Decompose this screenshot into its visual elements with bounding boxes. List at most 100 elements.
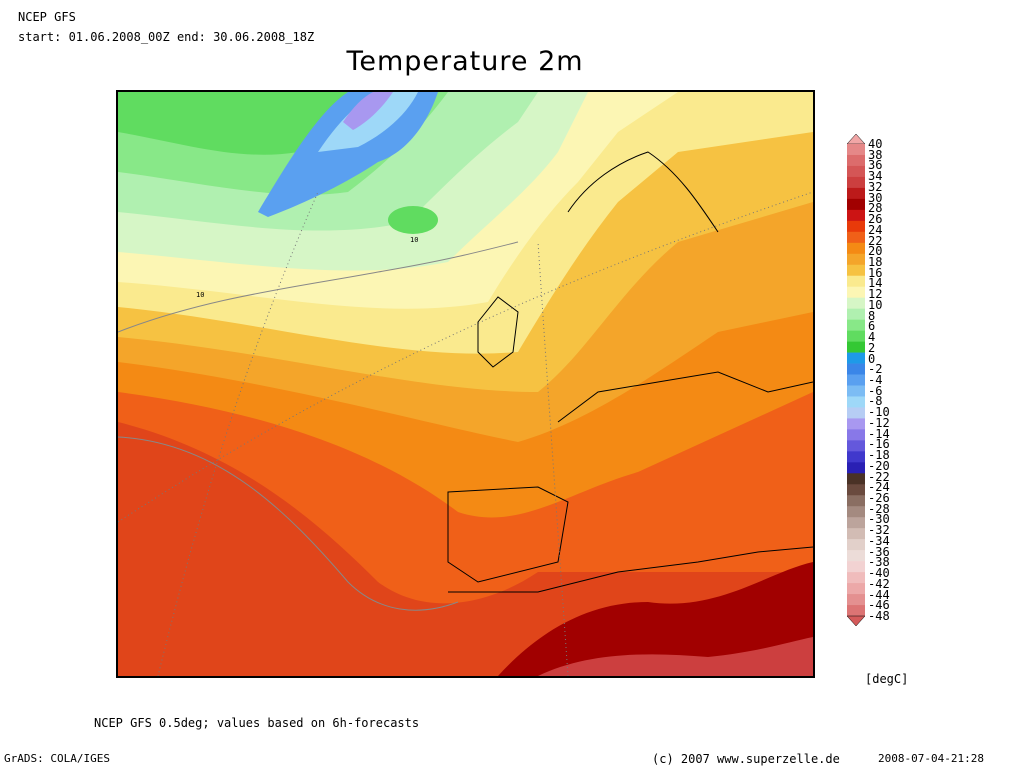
colorbar-swatch	[847, 506, 865, 518]
colorbar-tick-label: -32	[868, 523, 890, 538]
colorbar-tick-label: -18	[868, 448, 890, 463]
colorbar-tick-label: -26	[868, 491, 890, 505]
colorbar-tick-label: -20	[868, 458, 890, 473]
colorbar-tick-label: -6	[868, 383, 883, 398]
colorbar-tick-label: -14	[868, 426, 890, 441]
colorbar-swatch	[847, 253, 865, 266]
colorbar-tick-label: -4	[868, 373, 883, 387]
colorbar-swatch	[847, 572, 865, 584]
colorbar-tick-label: -38	[868, 555, 890, 570]
plot-title: Temperature 2m	[346, 46, 584, 77]
colorbar-swatch	[847, 561, 865, 573]
contour-label: 10	[196, 291, 204, 299]
iceland	[388, 206, 438, 234]
colorbar-swatch	[847, 308, 865, 320]
colorbar-top-arrow	[847, 134, 865, 145]
period-range: start: 01.06.2008_00Z end: 30.06.2008_18…	[18, 30, 315, 44]
isotherm-10	[118, 241, 519, 333]
colorbar-units: [degC]	[865, 672, 909, 686]
sahara-hotter	[538, 637, 813, 676]
colorbar-swatch	[847, 451, 865, 463]
colorbar-swatch	[847, 605, 865, 617]
colorbar-tick-label: -44	[868, 587, 890, 602]
colorbar-swatch	[847, 363, 865, 375]
colorbar-tick-label: 30	[868, 190, 883, 205]
data-note: NCEP GFS 0.5deg; values based on 6h-fore…	[94, 716, 420, 730]
colorbar-swatch	[847, 396, 865, 408]
colorbar-tick-label: -40	[868, 566, 890, 581]
colorbar-swatch	[847, 583, 865, 595]
colorbar-tick-label: 36	[868, 158, 883, 173]
temperature-map: 10 10	[116, 90, 815, 678]
colorbar-swatch	[847, 374, 865, 386]
colorbar-swatch	[847, 484, 865, 496]
colorbar-tick-label: 6	[868, 319, 876, 334]
colorbar-swatch	[847, 264, 865, 277]
colorbar-swatch	[847, 297, 865, 309]
colorbar-tick-label: 26	[868, 212, 883, 227]
colorbar-tick-label: 32	[868, 179, 883, 194]
colorbar-bottom-arrow	[847, 615, 865, 626]
colorbar-tick-label: -48	[868, 609, 890, 623]
colorbar-swatch	[847, 528, 865, 540]
colorbar-swatch	[847, 187, 865, 200]
map-canvas: 10 10	[118, 92, 813, 676]
colorbar-tick-label: 4	[868, 330, 876, 345]
colorbar-tick-label: 16	[868, 265, 883, 280]
colorbar-tick-label: 34	[868, 169, 883, 184]
colorbar-tick-label: -46	[868, 598, 890, 613]
scandinavia-outline	[567, 151, 719, 233]
colorbar-swatch	[847, 144, 865, 156]
colorbar-swatch	[847, 473, 865, 485]
colorbar-swatch	[847, 429, 865, 441]
british-isles-outline	[477, 296, 519, 368]
colorbar-swatch	[847, 550, 865, 562]
colorbar-swatch	[847, 352, 865, 364]
greenland-peak	[343, 92, 393, 130]
colorbar-swatch	[847, 154, 865, 167]
colorbar-swatch	[847, 418, 865, 430]
colorbar	[847, 134, 865, 626]
colorbar-swatch	[847, 209, 865, 222]
colorbar-tick-label: -34	[868, 533, 890, 548]
colorbar-swatch	[847, 462, 865, 474]
colorbar-tick-label: -30	[868, 512, 890, 527]
colorbar-swatch	[847, 319, 865, 331]
colorbar-swatch	[847, 407, 865, 419]
colorbar-tick-label: 10	[868, 297, 883, 312]
isotherm-20	[118, 436, 459, 611]
sahara-hot	[498, 562, 813, 676]
colorbar-tick-label: 28	[868, 201, 883, 216]
colorbar-tick-label: -12	[868, 415, 890, 430]
timestamp: 2008-07-04-21:28	[878, 752, 984, 765]
greenland-core	[318, 92, 418, 152]
colorbar-tick-label: 8	[868, 308, 876, 323]
colorbar-swatch	[847, 231, 865, 244]
contour-label: 10	[410, 236, 418, 244]
colorbar-swatch	[847, 539, 865, 551]
colorbar-tick-label: 24	[868, 222, 883, 237]
colorbar-tick-label: 38	[868, 147, 883, 162]
colorbar-swatch	[847, 495, 865, 507]
software-credit: GrADS: COLA/IGES	[4, 752, 110, 765]
colorbar-tick-label: -28	[868, 501, 890, 516]
colorbar-tick-label: -16	[868, 437, 890, 452]
model-name: NCEP GFS	[18, 10, 76, 24]
colorbar-swatch	[847, 440, 865, 452]
colorbar-tick-label: -22	[868, 469, 890, 484]
colorbar-tick-label: -36	[868, 544, 890, 559]
colorbar-tick-label: -8	[868, 394, 883, 409]
colorbar-tick-label: 20	[868, 244, 883, 259]
colorbar-swatch	[847, 165, 865, 178]
colorbar-swatch	[847, 176, 865, 189]
continental-coast	[557, 371, 813, 423]
colorbar-tick-label: 40	[868, 137, 883, 151]
africa-coast	[448, 546, 813, 593]
colorbar-swatch	[847, 594, 865, 606]
colorbar-swatch	[847, 220, 865, 233]
colorbar-tick-label: -24	[868, 480, 890, 495]
colorbar-tick-label: 14	[868, 276, 883, 291]
iberia-outline	[447, 486, 569, 583]
colorbar-tick-label: 22	[868, 233, 883, 248]
colorbar-swatch	[847, 275, 865, 287]
